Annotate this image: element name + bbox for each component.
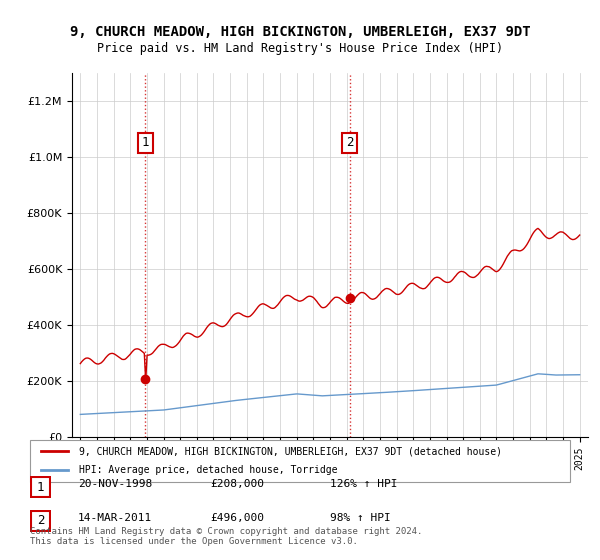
Text: HPI: Average price, detached house, Torridge: HPI: Average price, detached house, Torr…: [79, 465, 337, 475]
Text: 126% ↑ HPI: 126% ↑ HPI: [330, 479, 398, 489]
Text: 14-MAR-2011: 14-MAR-2011: [78, 513, 152, 523]
FancyBboxPatch shape: [31, 477, 50, 497]
Text: £496,000: £496,000: [210, 513, 264, 523]
Text: £208,000: £208,000: [210, 479, 264, 489]
Text: 2: 2: [346, 136, 354, 150]
Text: 20-NOV-1998: 20-NOV-1998: [78, 479, 152, 489]
Text: Contains HM Land Registry data © Crown copyright and database right 2024.
This d: Contains HM Land Registry data © Crown c…: [30, 526, 422, 546]
Text: 1: 1: [37, 480, 44, 494]
Text: 98% ↑ HPI: 98% ↑ HPI: [330, 513, 391, 523]
Text: 1: 1: [142, 136, 149, 150]
Text: Price paid vs. HM Land Registry's House Price Index (HPI): Price paid vs. HM Land Registry's House …: [97, 42, 503, 55]
Text: 9, CHURCH MEADOW, HIGH BICKINGTON, UMBERLEIGH, EX37 9DT: 9, CHURCH MEADOW, HIGH BICKINGTON, UMBER…: [70, 25, 530, 39]
FancyBboxPatch shape: [31, 511, 50, 531]
Text: 2: 2: [37, 514, 44, 528]
Text: 9, CHURCH MEADOW, HIGH BICKINGTON, UMBERLEIGH, EX37 9DT (detached house): 9, CHURCH MEADOW, HIGH BICKINGTON, UMBER…: [79, 446, 502, 456]
FancyBboxPatch shape: [30, 440, 570, 482]
